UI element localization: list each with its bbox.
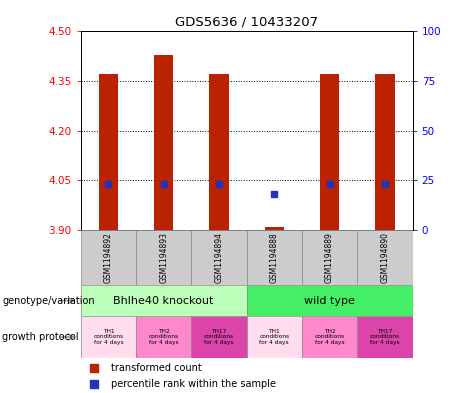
Text: Bhlhe40 knockout: Bhlhe40 knockout: [113, 296, 214, 306]
Bar: [99, 74, 118, 230]
Text: GSM1194889: GSM1194889: [325, 232, 334, 283]
Text: TH17
conditions
for 4 days: TH17 conditions for 4 days: [370, 329, 400, 345]
Text: TH2
conditions
for 4 days: TH2 conditions for 4 days: [314, 329, 345, 345]
Bar: [357, 316, 413, 358]
Bar: [81, 316, 136, 358]
Bar: [136, 316, 191, 358]
Text: percentile rank within the sample: percentile rank within the sample: [111, 379, 276, 389]
Bar: [247, 230, 302, 285]
Text: TH1
conditions
for 4 days: TH1 conditions for 4 days: [259, 329, 290, 345]
Bar: [302, 316, 357, 358]
Bar: [191, 316, 247, 358]
Text: GSM1194888: GSM1194888: [270, 232, 279, 283]
Bar: [375, 74, 395, 230]
Bar: [209, 74, 229, 230]
Text: transformed count: transformed count: [111, 362, 201, 373]
Bar: [81, 230, 136, 285]
Bar: [154, 55, 173, 230]
Text: GSM1194892: GSM1194892: [104, 232, 113, 283]
Bar: [81, 285, 247, 316]
Bar: [136, 230, 191, 285]
Bar: [320, 74, 339, 230]
Text: TH1
conditions
for 4 days: TH1 conditions for 4 days: [93, 329, 124, 345]
Text: TH2
conditions
for 4 days: TH2 conditions for 4 days: [148, 329, 179, 345]
Bar: [247, 316, 302, 358]
Bar: [265, 227, 284, 230]
Text: wild type: wild type: [304, 296, 355, 306]
Bar: [302, 230, 357, 285]
Text: genotype/variation: genotype/variation: [2, 296, 95, 306]
Text: growth protocol: growth protocol: [2, 332, 79, 342]
Text: TH17
conditions
for 4 days: TH17 conditions for 4 days: [204, 329, 234, 345]
Bar: [191, 230, 247, 285]
Text: GSM1194890: GSM1194890: [380, 232, 390, 283]
Bar: [247, 285, 413, 316]
Text: GSM1194894: GSM1194894: [214, 232, 224, 283]
Title: GDS5636 / 10433207: GDS5636 / 10433207: [175, 16, 318, 29]
Bar: [357, 230, 413, 285]
Text: GSM1194893: GSM1194893: [159, 232, 168, 283]
